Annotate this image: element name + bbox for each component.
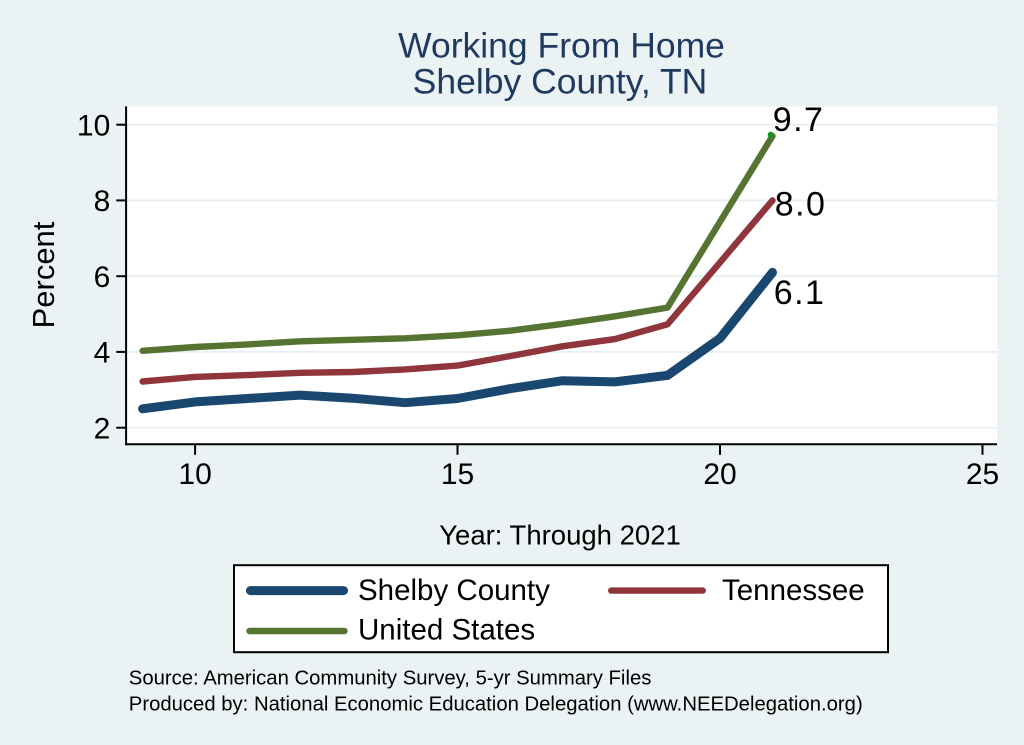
svg-text:6: 6 [94,261,111,294]
svg-text:4: 4 [94,337,111,370]
svg-text:Shelby County, TN: Shelby County, TN [413,61,708,101]
svg-text:Tennessee: Tennessee [722,574,865,607]
svg-text:Produced by: National Economic: Produced by: National Economic Education… [129,694,863,716]
svg-text:10: 10 [178,458,211,491]
svg-text:8.0: 8.0 [775,185,826,223]
svg-text:15: 15 [441,458,474,491]
svg-text:Working From Home: Working From Home [398,26,725,66]
svg-text:Percent: Percent [26,221,61,328]
svg-text:8: 8 [94,185,111,218]
svg-text:25: 25 [966,458,999,491]
svg-text:Year: Through 2021: Year: Through 2021 [439,519,681,550]
svg-text:Shelby County: Shelby County [358,574,550,607]
svg-text:6.1: 6.1 [774,274,825,312]
svg-text:2: 2 [94,412,111,445]
svg-text:10: 10 [77,109,110,142]
svg-text:20: 20 [703,458,736,491]
svg-text:9.7: 9.7 [773,101,824,139]
svg-text:United States: United States [358,614,535,647]
svg-text:Source: American Community Sur: Source: American Community Survey, 5-yr … [129,668,652,690]
